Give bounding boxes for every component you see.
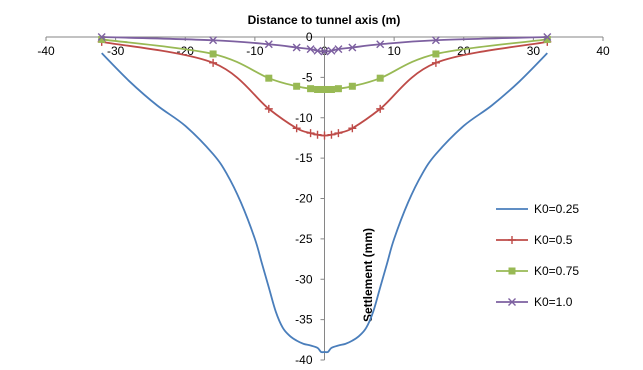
data-point — [431, 36, 440, 45]
series-k0-0-75 — [98, 35, 551, 93]
data-point — [321, 85, 328, 93]
data-point — [543, 35, 551, 43]
data-point — [348, 43, 357, 52]
y-tick-label: -35 — [295, 313, 313, 327]
y-tick-label: -25 — [295, 232, 313, 246]
x-tick-label: -30 — [107, 44, 125, 58]
legend-item: K0=0.25 — [496, 202, 579, 216]
data-point — [376, 104, 385, 113]
data-point — [320, 131, 329, 140]
y-tick-label: -40 — [295, 353, 313, 367]
data-point — [306, 129, 315, 138]
series-line — [101, 52, 548, 354]
legend-item: K0=0.5 — [496, 233, 573, 247]
y-axis-label: Settlement (mm) — [361, 228, 375, 322]
data-point — [314, 85, 322, 93]
y-axis: 0 -5 -10 -15 -20 -25 -30 -35 -40 — [295, 30, 325, 367]
plot-series — [97, 33, 552, 354]
data-point — [307, 85, 315, 93]
x-tick-label: -40 — [37, 44, 55, 58]
x-tick-label: 10 — [387, 44, 401, 58]
y-tick-label: -5 — [302, 70, 313, 84]
data-point — [327, 130, 336, 139]
series-k0-1-0 — [97, 33, 552, 56]
data-point — [348, 82, 356, 90]
legend-marker — [508, 267, 516, 275]
data-point — [348, 124, 357, 133]
legend-label: K0=1.0 — [534, 295, 573, 309]
data-point — [209, 50, 217, 58]
legend-label: K0=0.25 — [534, 202, 579, 216]
data-point — [306, 45, 315, 54]
legend-marker — [508, 298, 516, 306]
x-axis: -40-30-20-10010203040 — [37, 36, 610, 58]
legend-marker — [508, 236, 516, 244]
chart-title: Distance to tunnel axis (m) — [248, 13, 401, 27]
data-point — [265, 74, 273, 82]
legend-item: K0=0.75 — [496, 264, 579, 278]
data-point — [543, 33, 552, 41]
data-point — [209, 36, 218, 45]
data-point — [313, 46, 322, 55]
data-point — [376, 74, 384, 82]
data-point — [376, 40, 385, 49]
data-point — [264, 104, 273, 113]
series-k0-0-25 — [101, 52, 548, 354]
x-tick-label: 40 — [596, 44, 610, 58]
data-point — [292, 43, 301, 52]
data-point — [320, 47, 329, 56]
data-point — [432, 50, 440, 58]
legend-item: K0=1.0 — [496, 295, 573, 309]
data-point — [264, 40, 273, 49]
y-tick-label: -15 — [295, 151, 313, 165]
y-tick-label: -20 — [295, 192, 313, 206]
y-tick-label: -10 — [295, 111, 313, 125]
legend-label: K0=0.5 — [534, 233, 573, 247]
y-tick-label: -30 — [295, 272, 313, 286]
data-point — [97, 33, 106, 41]
data-point — [334, 129, 343, 138]
data-point — [431, 58, 440, 67]
data-point — [313, 130, 322, 139]
legend-label: K0=0.75 — [534, 264, 579, 278]
data-point — [334, 85, 342, 93]
legend: K0=0.25 K0=0.5 K0=0.75 K0=1.0 — [496, 202, 579, 309]
data-point — [209, 58, 218, 67]
data-point — [293, 82, 301, 90]
data-point — [327, 46, 336, 55]
x-tick-label: -10 — [246, 44, 264, 58]
y-tick-label: 0 — [306, 30, 313, 44]
x-tick-label: 30 — [527, 44, 541, 58]
data-point — [292, 124, 301, 133]
data-point — [327, 85, 335, 93]
data-point — [98, 35, 106, 43]
data-point — [334, 45, 343, 54]
